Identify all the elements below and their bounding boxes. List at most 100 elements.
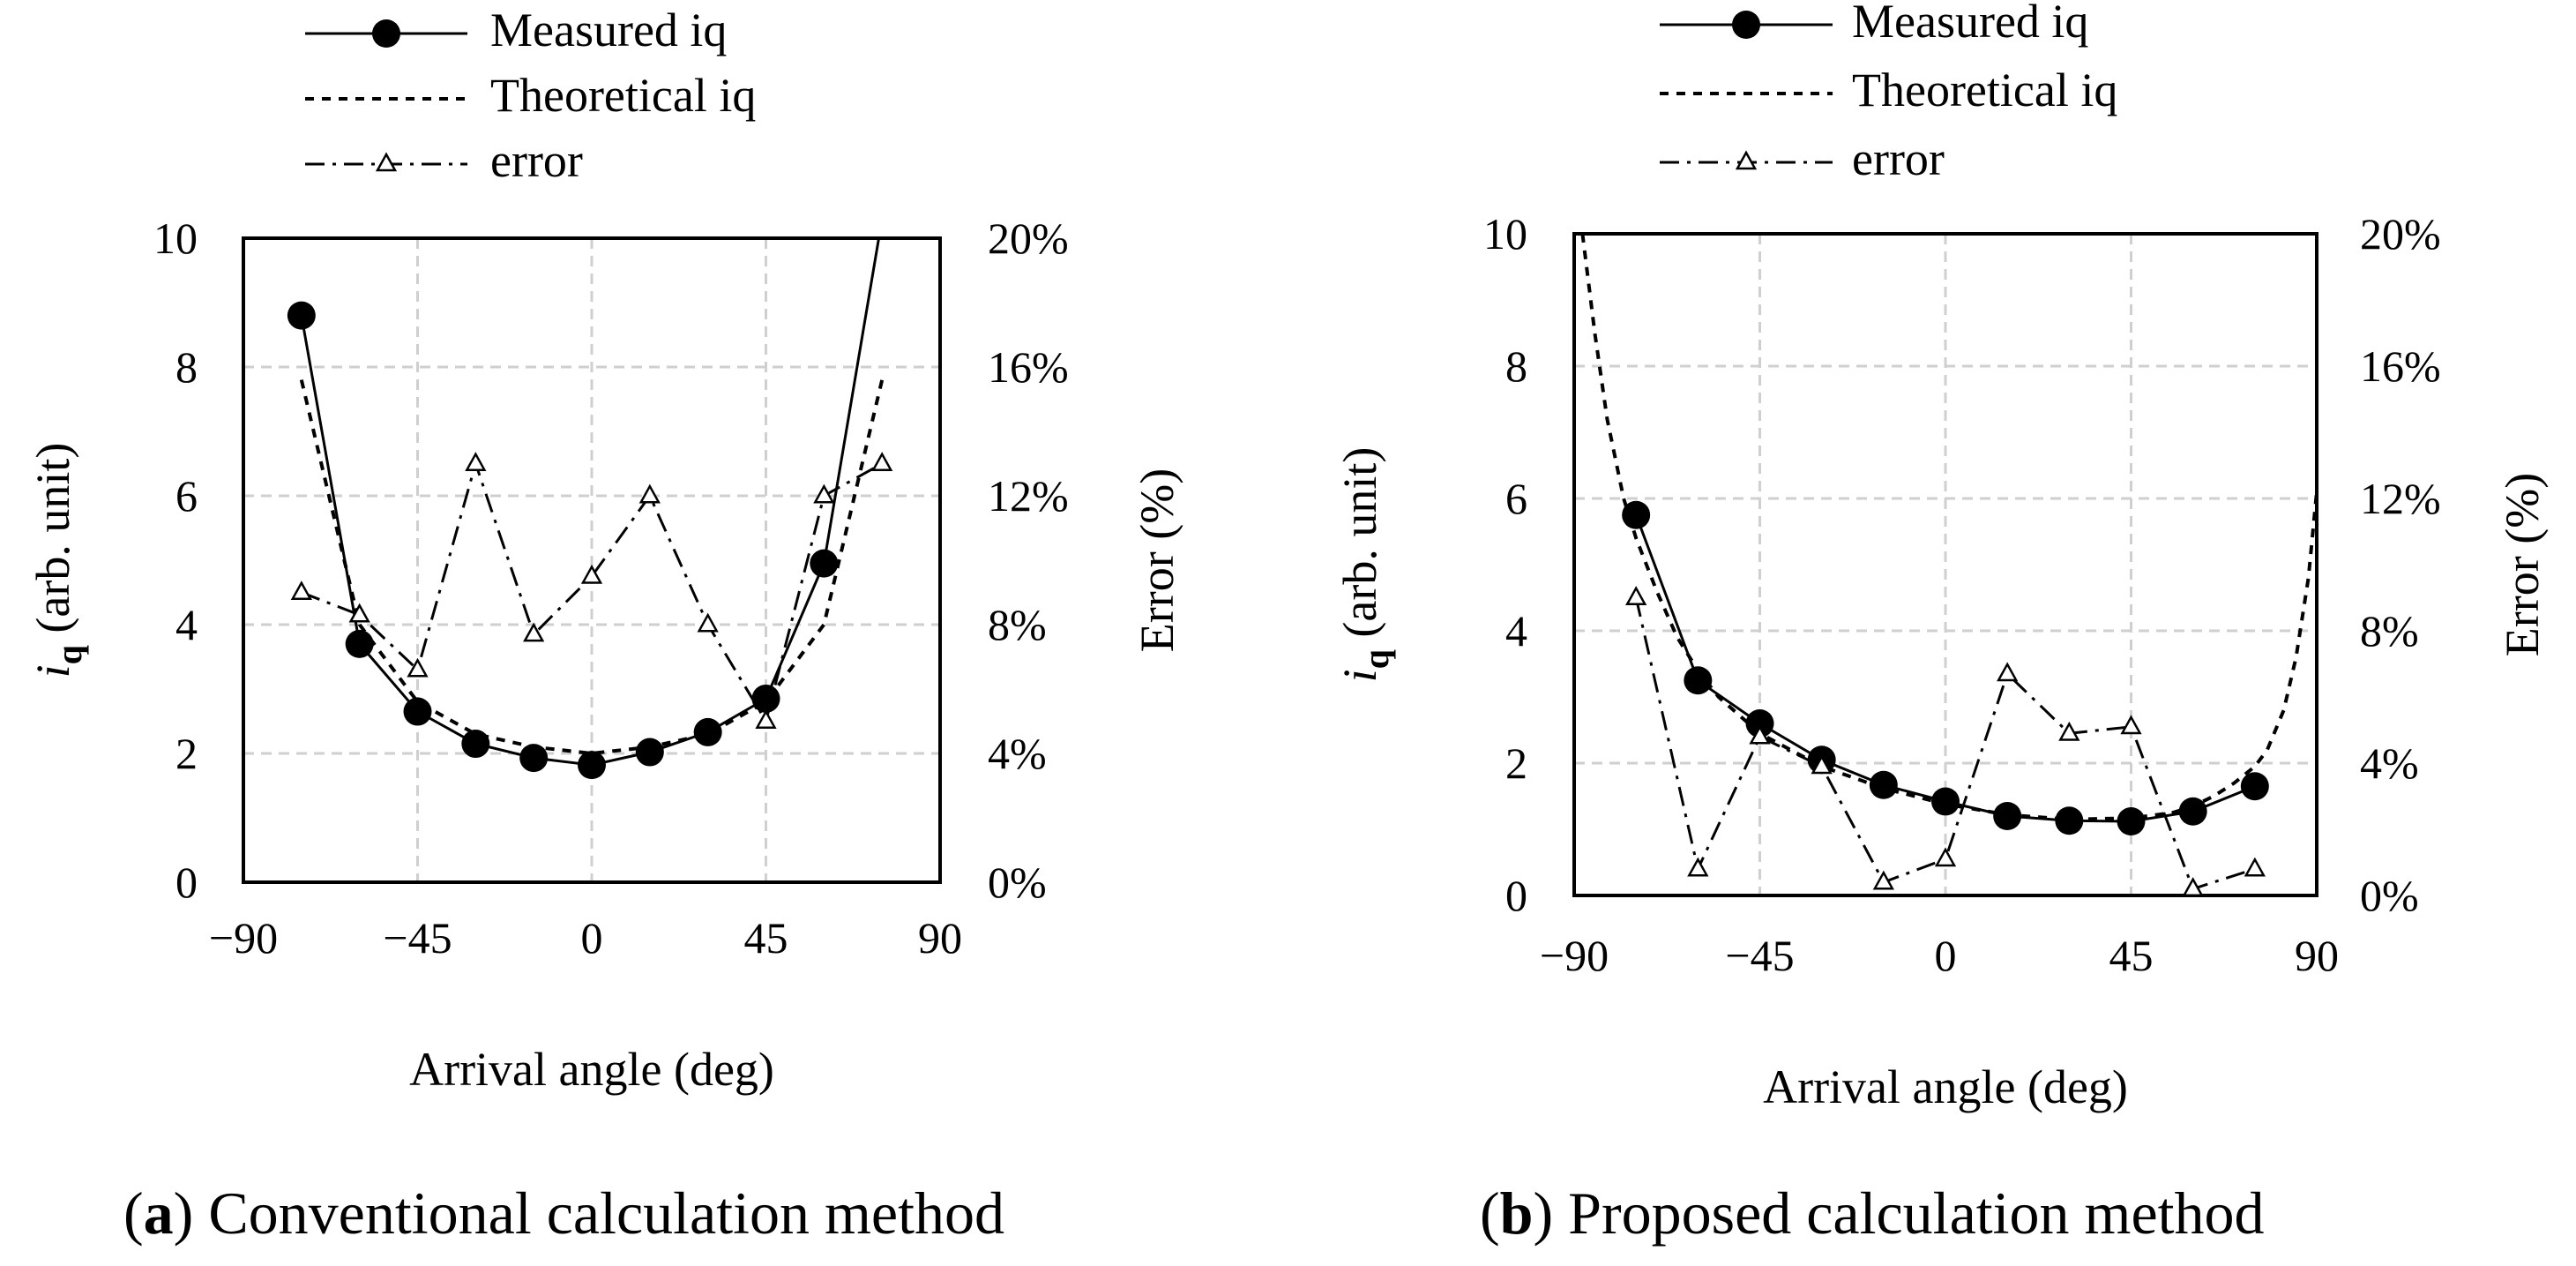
y-tick-label: 10 — [1483, 209, 1527, 258]
plot-area-frame — [1572, 232, 2318, 897]
data-point-measured-iq — [2178, 797, 2207, 826]
data-point-measured-iq — [810, 549, 839, 578]
data-point-error — [638, 483, 661, 504]
caption-letter: b — [1500, 1180, 1534, 1247]
plot-data — [1580, 234, 2317, 895]
data-point-error — [348, 603, 370, 623]
y2-tick-label: 20% — [2360, 209, 2441, 258]
data-point-error — [523, 622, 545, 642]
data-point-error — [1872, 870, 1894, 890]
x-tick-label: 45 — [2109, 931, 2154, 980]
figure-caption: (b) Proposed calculation method — [1480, 1180, 2265, 1247]
series-line-error — [301, 459, 883, 725]
data-point-measured-iq — [1869, 770, 1898, 799]
y2-axis-title: Error (%) — [1131, 468, 1183, 652]
data-point-error — [2058, 721, 2080, 741]
data-point-measured-iq — [1684, 666, 1713, 695]
data-point-error — [2244, 857, 2266, 877]
data-point-measured-iq — [1745, 709, 1774, 738]
y-axis-title: iq (arb. unit) — [26, 443, 89, 678]
data-point-error — [1997, 662, 2019, 682]
x-tick-label: 45 — [744, 913, 788, 963]
data-point-error — [407, 657, 429, 678]
caption-paren-close: ) — [174, 1180, 194, 1247]
data-point-measured-iq — [2240, 772, 2269, 801]
y2-tick-label: 8% — [2360, 606, 2419, 655]
x-axis-title: Arrival angle (deg) — [1763, 1060, 2128, 1113]
chart-panel-b: −90 −45 0 45 90 0 2 4 6 8 10 0% 4% 8% 12% 16% 20% Arrival… — [1333, 0, 2549, 1247]
data-point-error — [1625, 586, 1647, 605]
caption-paren-open: ( — [1480, 1180, 1500, 1247]
y2-tick-label: 0% — [2360, 871, 2419, 920]
y-tick-label: 0 — [175, 858, 198, 907]
caption-text: Conventional calculation method — [193, 1180, 1004, 1247]
data-point-error — [465, 452, 487, 471]
data-point-error — [813, 483, 835, 504]
data-point-measured-iq — [2055, 806, 2084, 835]
data-point-measured-iq — [403, 697, 432, 726]
data-point-error — [1687, 857, 1709, 877]
y-axis-title-subscript: q — [49, 645, 89, 664]
data-point-measured-iq — [693, 717, 722, 746]
y-axis-title-rest: (arb. unit) — [26, 443, 79, 645]
x-tick-label: 90 — [2295, 931, 2339, 980]
y-tick-label: 6 — [1505, 474, 1527, 523]
legend-label: Measured iq — [490, 4, 727, 56]
x-tick-label: −45 — [383, 913, 452, 963]
y-tick-label: 4 — [175, 600, 198, 649]
legend-marker-measured-iq — [372, 19, 400, 48]
y2-axis-title: Error (%) — [2496, 473, 2549, 656]
caption-letter: a — [144, 1180, 174, 1247]
y2-tick-label: 16% — [2360, 341, 2441, 391]
data-point-measured-iq — [519, 744, 549, 773]
y2-tick-label: 12% — [2360, 474, 2441, 523]
legend-marker-error — [375, 152, 398, 172]
y2-tick-label: 4% — [988, 729, 1047, 778]
y-axis-title-italic: i — [26, 664, 79, 678]
x-tick-label: −90 — [209, 913, 278, 963]
x-axis-title: Arrival angle (deg) — [409, 1043, 774, 1096]
data-point-error — [1749, 724, 1771, 745]
y-axis-title-italic: i — [1333, 669, 1386, 682]
y-tick-label: 2 — [175, 729, 198, 778]
plot-data — [287, 238, 893, 780]
y-tick-label: 6 — [175, 471, 198, 521]
data-point-error — [1811, 754, 1833, 775]
gridlines — [1574, 234, 2317, 895]
caption-text: Proposed calculation method — [1553, 1180, 2264, 1247]
x-tick-label: 0 — [581, 913, 603, 963]
legend-marker-error — [1735, 150, 1758, 170]
chart-panel-a: −90 −45 0 45 90 0 2 4 6 8 10 0% 4% 8% 12% 16% 20% Arrival… — [26, 4, 1183, 1247]
y-tick-label: 0 — [1505, 871, 1527, 920]
y2-tick-label: 8% — [988, 600, 1047, 649]
y-axis-title-rest: (arb. unit) — [1333, 447, 1386, 649]
y-tick-label: 8 — [175, 342, 198, 392]
data-point-measured-iq — [461, 730, 490, 759]
data-point-error — [580, 564, 603, 584]
caption-paren-close: ) — [1533, 1180, 1553, 1247]
y-tick-label: 4 — [1505, 606, 1527, 655]
legend: Measured iq Theoretical iq error — [1660, 0, 2117, 185]
y-axis-title-subscript: q — [1356, 649, 1396, 669]
y2-tick-label: 12% — [988, 471, 1069, 521]
x-tick-label: −45 — [1725, 931, 1794, 980]
caption-paren-open: ( — [123, 1180, 144, 1247]
data-point-measured-iq — [578, 751, 606, 780]
legend-label: Theoretical iq — [1852, 64, 2117, 116]
data-point-measured-iq — [635, 738, 664, 767]
x-tick-label: 0 — [1935, 931, 1957, 980]
plot-area-frame — [242, 236, 942, 884]
y-tick-label: 2 — [1505, 738, 1527, 788]
data-point-measured-iq — [1993, 802, 2022, 830]
y-axis-title: iq (arb. unit) — [1333, 447, 1396, 683]
y2-tick-label: 20% — [988, 213, 1069, 263]
data-point-measured-iq — [287, 301, 316, 330]
data-point-error — [2120, 715, 2142, 735]
legend-label: Measured iq — [1852, 0, 2088, 48]
data-point-error — [290, 581, 312, 600]
data-point-error — [697, 612, 719, 633]
legend: Measured iq Theoretical iq error — [305, 4, 756, 187]
figure-caption: (a) Conventional calculation method — [123, 1180, 1004, 1247]
x-tick-label: 90 — [918, 913, 962, 963]
